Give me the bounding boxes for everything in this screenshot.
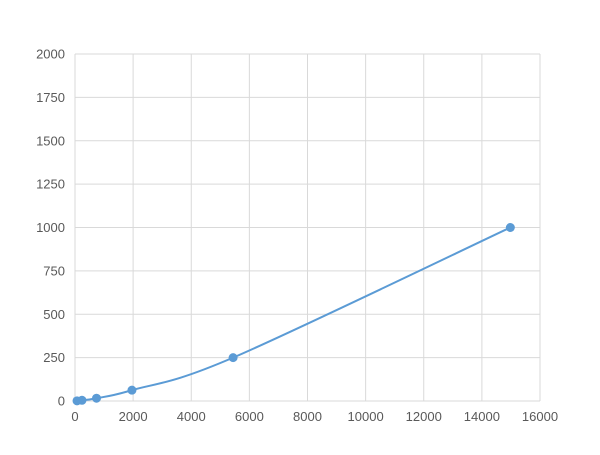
x-tick-label: 2000	[119, 409, 148, 424]
y-tick-label: 1500	[36, 133, 65, 148]
y-tick-label: 1250	[36, 177, 65, 192]
x-tick-label: 0	[71, 409, 78, 424]
x-tick-label: 12000	[406, 409, 442, 424]
x-tick-label: 4000	[177, 409, 206, 424]
data-point	[228, 353, 238, 363]
y-tick-label: 500	[43, 307, 65, 322]
data-point	[127, 385, 137, 395]
data-point	[77, 395, 87, 405]
x-tick-label: 6000	[235, 409, 264, 424]
y-tick-label: 250	[43, 350, 65, 365]
x-tick-label: 10000	[348, 409, 384, 424]
data-point	[505, 223, 515, 232]
x-tick-label: 16000	[522, 409, 558, 424]
data-point	[92, 393, 102, 403]
x-tick-label: 14000	[464, 409, 500, 424]
y-tick-label: 1000	[36, 220, 65, 235]
y-tick-label: 2000	[36, 47, 65, 62]
x-tick-label: 8000	[293, 409, 322, 424]
y-tick-label: 1750	[36, 90, 65, 105]
y-tick-label: 750	[43, 263, 65, 278]
y-tick-label: 0	[58, 394, 65, 409]
